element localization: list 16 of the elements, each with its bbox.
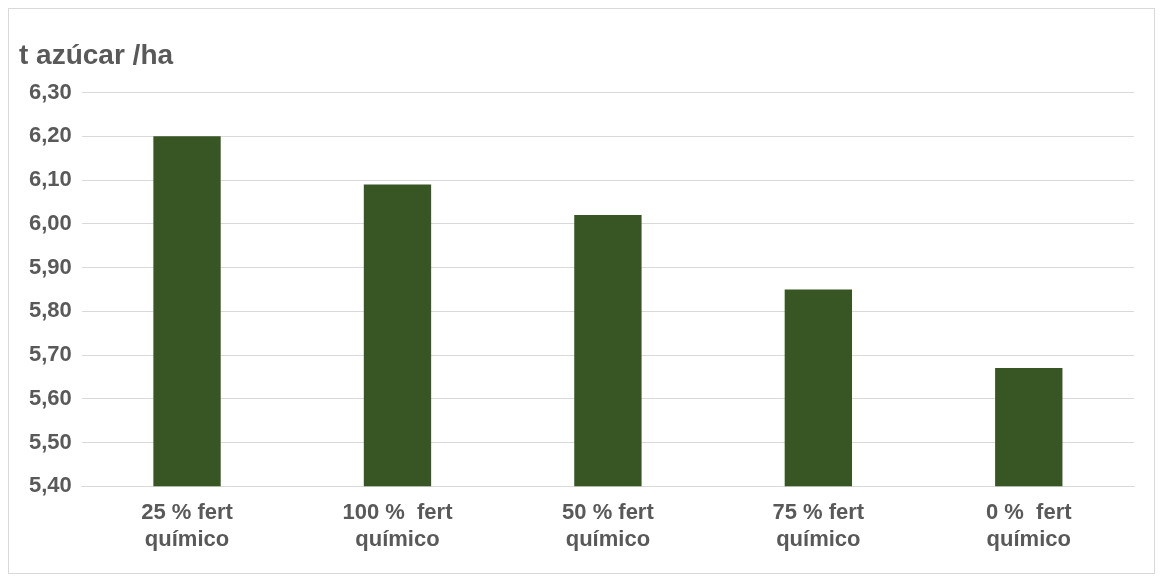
y-tick-label: 5,80 xyxy=(28,297,72,323)
x-tick-label: 100 % fert químico xyxy=(342,499,454,551)
y-tick-label: 6,30 xyxy=(28,78,72,104)
y-tick-label: 5,70 xyxy=(28,341,72,367)
x-tick-label: 75 % fert químico xyxy=(772,499,865,551)
chart-title: t azúcar /ha xyxy=(19,38,174,70)
x-tick-label: 0 % fert químico xyxy=(985,499,1073,551)
x-tick-label: 25 % fert químico xyxy=(141,499,234,551)
y-tick-label: 6,10 xyxy=(28,166,72,192)
y-tick-label: 5,90 xyxy=(28,253,72,279)
y-tick-label: 5,50 xyxy=(28,428,72,454)
y-tick-label: 5,60 xyxy=(28,384,72,410)
x-tick-label: 50 % fert químico xyxy=(562,499,655,551)
y-tick-label: 5,40 xyxy=(28,472,72,498)
y-tick-label: 6,20 xyxy=(28,122,72,148)
y-tick-label: 6,00 xyxy=(28,209,72,235)
